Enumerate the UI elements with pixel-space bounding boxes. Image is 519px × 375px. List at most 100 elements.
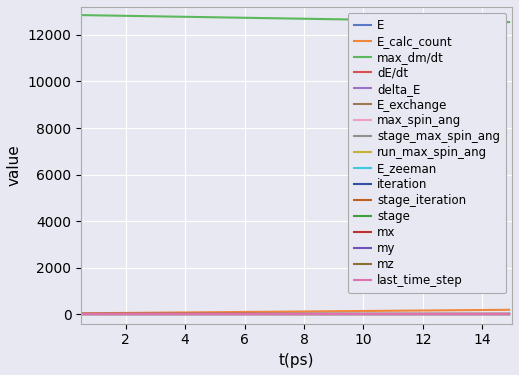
mz — [333, 312, 339, 317]
run_max_spin_ang — [496, 312, 502, 317]
E_exchange — [78, 312, 84, 317]
max_dm/dt — [333, 17, 339, 21]
delta_E — [496, 312, 502, 317]
E_zeeman — [284, 312, 290, 317]
delta_E — [333, 312, 339, 317]
run_max_spin_ang — [284, 312, 290, 317]
max_spin_ang — [309, 312, 316, 317]
iteration — [496, 312, 502, 317]
E_exchange — [284, 312, 290, 317]
dE/dt — [281, 312, 288, 317]
stage_max_spin_ang — [309, 312, 316, 317]
run_max_spin_ang — [333, 312, 339, 317]
iteration — [429, 312, 435, 317]
mz — [309, 312, 316, 317]
iteration — [333, 312, 339, 317]
iteration — [506, 312, 512, 317]
my — [309, 312, 316, 317]
mz — [284, 312, 290, 317]
max_spin_ang — [429, 312, 435, 317]
mz — [281, 312, 288, 317]
max_dm/dt — [78, 13, 84, 17]
stage_max_spin_ang — [506, 312, 512, 317]
E_calc_count — [496, 308, 502, 312]
my — [496, 312, 502, 317]
dE/dt — [309, 312, 316, 317]
max_dm/dt — [284, 16, 290, 21]
my — [429, 312, 435, 317]
last_time_step — [333, 312, 339, 317]
max_spin_ang — [284, 312, 290, 317]
E_exchange — [496, 312, 502, 317]
mz — [429, 312, 435, 317]
stage_iteration — [284, 312, 290, 317]
delta_E — [78, 312, 84, 317]
last_time_step — [309, 312, 316, 317]
delta_E — [429, 312, 435, 317]
mx — [429, 312, 435, 317]
dE/dt — [78, 312, 84, 317]
Y-axis label: value: value — [7, 144, 22, 186]
max_spin_ang — [333, 312, 339, 317]
Legend: E, E_calc_count, max_dm/dt, dE/dt, delta_E, E_exchange, max_spin_ang, stage_max_: E, E_calc_count, max_dm/dt, dE/dt, delta… — [348, 13, 506, 293]
my — [284, 312, 290, 317]
X-axis label: t(ps): t(ps) — [279, 353, 315, 368]
E_calc_count — [333, 309, 339, 314]
E_exchange — [506, 312, 512, 317]
run_max_spin_ang — [506, 312, 512, 317]
dE/dt — [506, 312, 512, 317]
E — [284, 312, 290, 317]
E_zeeman — [281, 312, 288, 317]
E_calc_count — [281, 309, 288, 314]
stage_iteration — [429, 312, 435, 317]
last_time_step — [496, 312, 502, 317]
dE/dt — [496, 312, 502, 317]
iteration — [281, 312, 288, 317]
stage — [506, 312, 512, 317]
stage_iteration — [333, 312, 339, 317]
E_calc_count — [284, 309, 290, 314]
mx — [284, 312, 290, 317]
mx — [333, 312, 339, 317]
stage_max_spin_ang — [284, 312, 290, 317]
E_zeeman — [78, 312, 84, 317]
last_time_step — [429, 312, 435, 317]
stage_iteration — [309, 312, 316, 317]
stage_iteration — [281, 312, 288, 317]
E_calc_count — [506, 308, 512, 312]
E_exchange — [333, 312, 339, 317]
E_zeeman — [429, 312, 435, 317]
last_time_step — [78, 312, 84, 317]
mx — [281, 312, 288, 317]
stage_max_spin_ang — [496, 312, 502, 317]
stage_max_spin_ang — [333, 312, 339, 317]
stage — [496, 312, 502, 317]
mx — [506, 312, 512, 317]
my — [281, 312, 288, 317]
stage — [333, 312, 339, 317]
stage — [284, 312, 290, 317]
max_dm/dt — [309, 16, 316, 21]
run_max_spin_ang — [281, 312, 288, 317]
E_zeeman — [309, 312, 316, 317]
last_time_step — [281, 312, 288, 317]
E_zeeman — [506, 312, 512, 317]
delta_E — [284, 312, 290, 317]
E — [333, 312, 339, 317]
mz — [506, 312, 512, 317]
dE/dt — [284, 312, 290, 317]
max_dm/dt — [506, 20, 512, 24]
my — [78, 312, 84, 317]
delta_E — [506, 312, 512, 317]
last_time_step — [506, 312, 512, 317]
stage — [78, 312, 84, 317]
Line: max_dm/dt: max_dm/dt — [81, 15, 509, 22]
E — [506, 312, 512, 317]
max_spin_ang — [506, 312, 512, 317]
delta_E — [309, 312, 316, 317]
mx — [309, 312, 316, 317]
run_max_spin_ang — [429, 312, 435, 317]
max_dm/dt — [281, 16, 288, 21]
max_dm/dt — [429, 19, 435, 23]
E_calc_count — [429, 308, 435, 313]
